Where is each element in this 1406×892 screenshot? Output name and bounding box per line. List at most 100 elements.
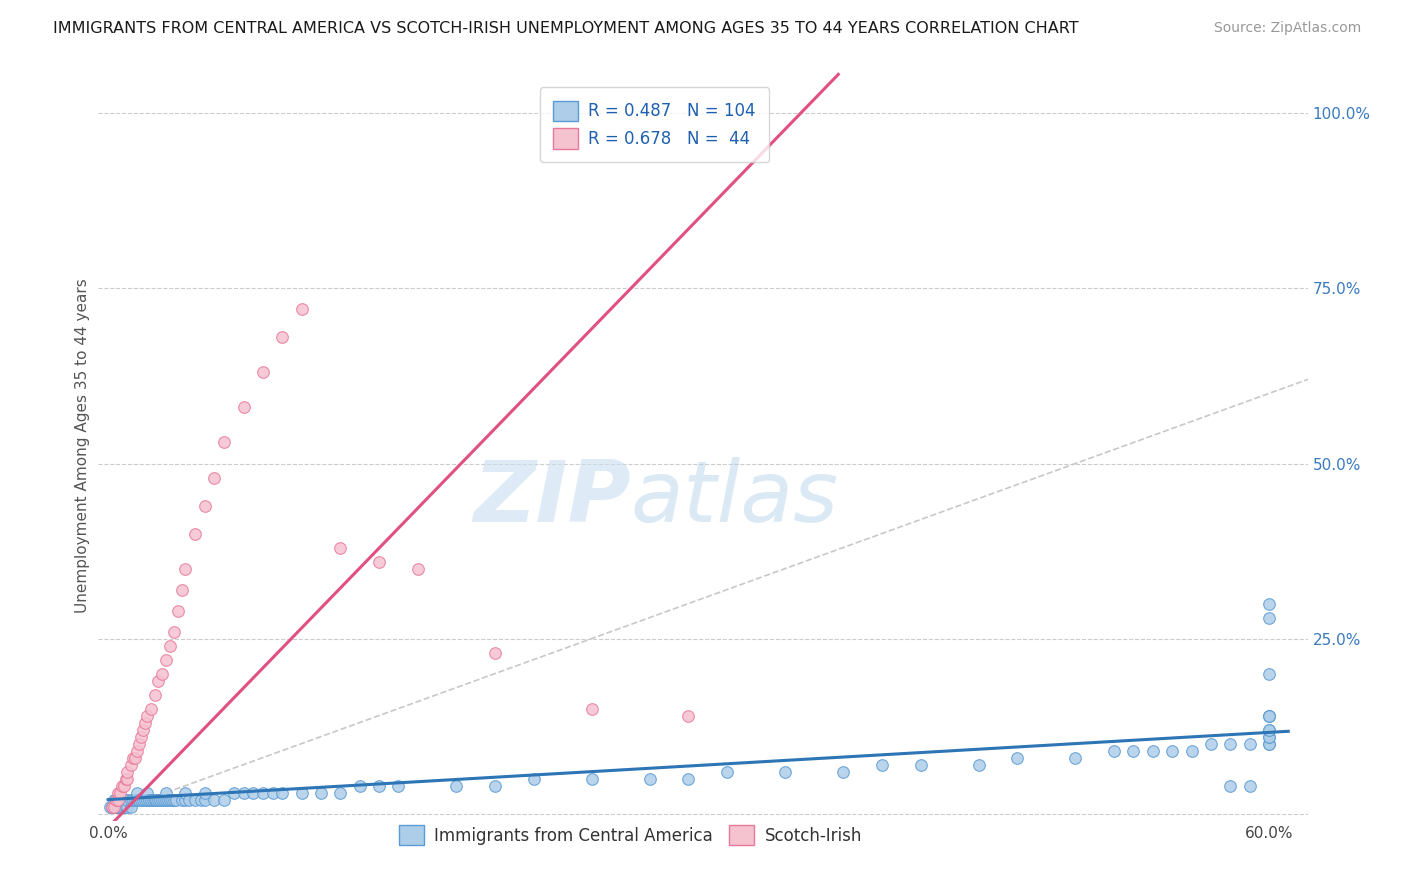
Point [1064,750,1087,764]
Point [678,708,700,723]
Point [155,652,177,666]
Point [1257,708,1279,723]
Point [103,799,125,814]
Point [143,688,166,702]
Point [290,786,312,800]
Point [271,330,294,344]
Point [153,792,176,806]
Point [155,786,177,800]
Point [129,730,152,744]
Point [101,799,124,814]
Point [1257,666,1279,681]
Point [114,799,136,814]
Text: ZIP: ZIP [472,457,630,540]
Point [122,750,145,764]
Point [124,750,146,764]
Point [103,799,125,814]
Point [1180,743,1202,757]
Point [101,799,124,814]
Point [107,792,129,806]
Point [120,799,142,814]
Point [132,792,155,806]
Point [150,666,173,681]
Point [108,799,131,814]
Point [910,757,932,772]
Point [773,764,796,779]
Point [148,673,170,688]
Point [129,792,152,806]
Point [174,561,197,575]
Point [159,639,181,653]
Point [127,792,149,806]
Point [1239,737,1261,751]
Point [104,799,127,814]
Point [143,792,166,806]
Point [128,792,150,806]
Point [484,779,506,793]
Point [132,723,155,737]
Point [446,779,468,793]
Point [1257,737,1279,751]
Point [194,786,217,800]
Point [120,792,142,806]
Point [108,792,131,806]
Point [163,624,186,639]
Point [194,499,217,513]
Point [716,764,738,779]
Point [135,786,157,800]
Point [114,772,136,786]
Point [149,792,172,806]
Point [1219,737,1241,751]
Point [124,792,146,806]
Point [484,646,506,660]
Point [111,779,134,793]
Point [523,772,546,786]
Point [190,792,212,806]
Point [114,792,136,806]
Point [120,757,142,772]
Point [103,792,125,806]
Point [107,786,129,800]
Point [1257,737,1279,751]
Point [349,779,371,793]
Point [290,302,312,317]
Point [406,561,429,575]
Point [148,792,170,806]
Point [870,757,893,772]
Point [160,792,183,806]
Point [111,792,134,806]
Point [329,541,352,555]
Point [139,792,162,806]
Point [107,799,129,814]
Point [135,792,157,806]
Point [159,792,181,806]
Point [134,715,156,730]
Point [1257,730,1279,744]
Point [174,792,197,806]
Point [1257,723,1279,737]
Point [204,792,226,806]
Point [98,799,121,814]
Point [329,786,352,800]
Point [212,792,235,806]
Point [107,792,129,806]
Point [212,435,235,450]
Point [104,792,127,806]
Point [112,792,135,806]
Point [1219,779,1241,793]
Point [194,792,217,806]
Point [122,792,145,806]
Point [1257,730,1279,744]
Y-axis label: Unemployment Among Ages 35 to 44 years: Unemployment Among Ages 35 to 44 years [75,278,90,614]
Point [232,786,254,800]
Point [163,792,186,806]
Point [150,792,173,806]
Point [1199,737,1222,751]
Point [262,786,284,800]
Text: Source: ZipAtlas.com: Source: ZipAtlas.com [1213,21,1361,35]
Point [155,792,177,806]
Point [135,708,157,723]
Point [142,792,165,806]
Point [1102,743,1125,757]
Point [117,792,139,806]
